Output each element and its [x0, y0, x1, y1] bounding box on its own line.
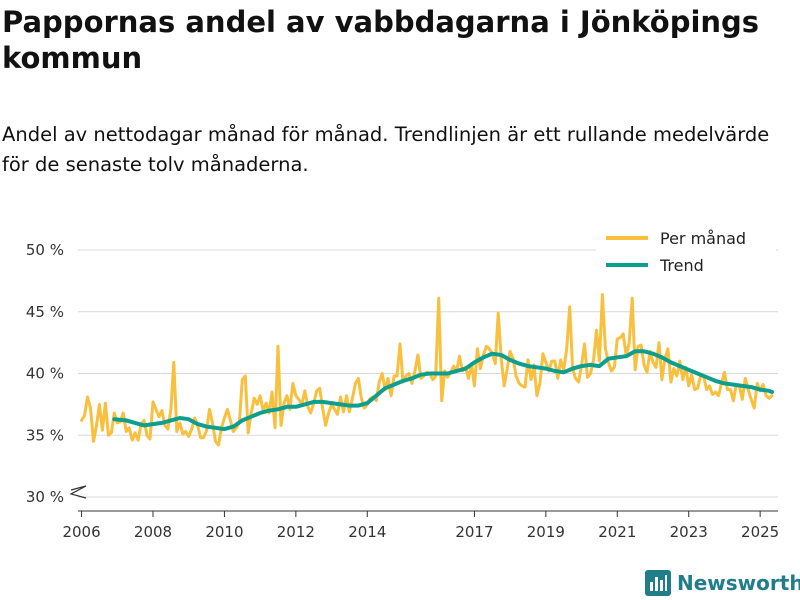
page-title: Pappornas andel av vabbdagarna i Jönköpi… — [2, 5, 760, 75]
axis-break-mark — [69, 485, 87, 499]
x-tick-label: 2019 — [527, 523, 565, 541]
x-tick-label: 2014 — [348, 523, 386, 541]
x-tick-label: 2008 — [134, 523, 172, 541]
chart-legend: Per månad Trend — [596, 226, 776, 282]
x-tick-label: 2010 — [205, 523, 243, 541]
brand-logo: Newsworthy — [645, 568, 800, 598]
x-tick-label: 2025 — [741, 523, 779, 541]
x-tick-label: 2021 — [598, 523, 636, 541]
legend-background — [596, 226, 776, 282]
y-tick-label: 35 % — [26, 426, 64, 444]
legend-label-per-manad: Per månad — [660, 229, 746, 248]
legend-label-trend: Trend — [659, 256, 704, 275]
x-tick-label: 2006 — [62, 523, 100, 541]
y-tick-label: 45 % — [26, 303, 64, 321]
chart-subtitle: Andel av nettodagar månad för månad. Tre… — [2, 123, 770, 176]
x-tick-label: 2012 — [277, 523, 315, 541]
series-line-per-manad — [80, 293, 774, 447]
series-line-trend — [112, 349, 774, 432]
y-tick-label: 30 % — [26, 488, 64, 506]
x-tick-label: 2017 — [455, 523, 493, 541]
brand-name: Newsworthy — [677, 571, 800, 595]
y-tick-label: 50 % — [26, 241, 64, 259]
newsworthy-logo-icon — [645, 570, 671, 596]
y-tick-label: 40 % — [26, 365, 64, 383]
x-tick-label: 2023 — [670, 523, 708, 541]
